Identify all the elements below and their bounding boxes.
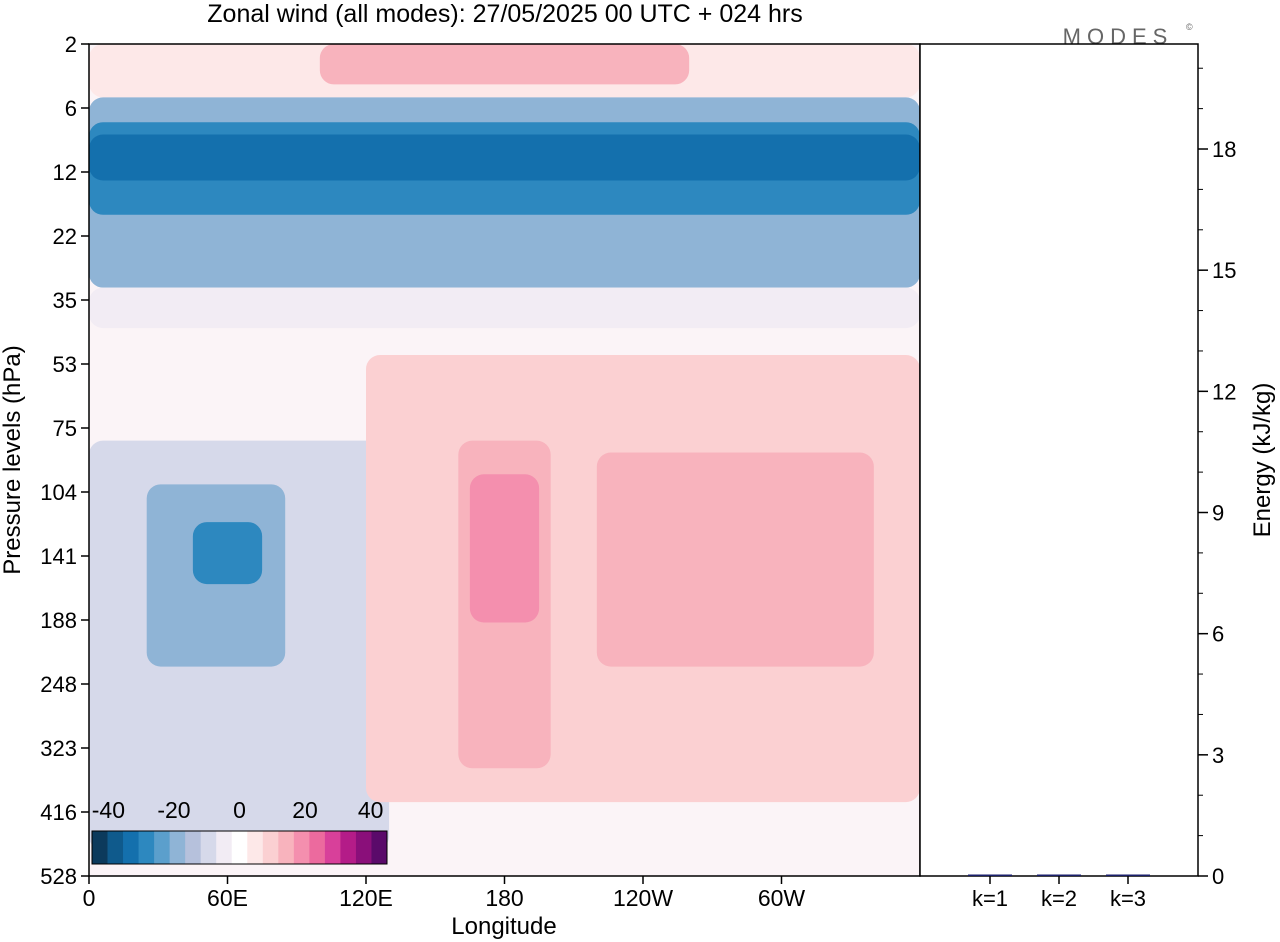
contour-region <box>192 522 263 585</box>
colorbar-label: 40 <box>358 797 384 823</box>
energy-category-label: k=3 <box>1110 886 1146 911</box>
colorbar-swatch <box>278 831 295 864</box>
contour-region <box>89 287 920 329</box>
x-tick-label: 180 <box>485 885 523 911</box>
colorbar-frame <box>91 830 388 865</box>
x-tick-label: 0 <box>83 885 96 911</box>
y-tick-label: 188 <box>40 608 77 633</box>
heatmap-plot: 0 60E 120E 180 120W 60W 2 6 12 22 35 53 75 104 141 188… <box>0 32 921 940</box>
x-tick-label: 60E <box>207 885 248 911</box>
y-tick-label: 323 <box>40 736 77 761</box>
colorbar-swatch <box>123 831 139 864</box>
energy-tick-label: 9 <box>1212 501 1224 526</box>
y-axis-label: Pressure levels (hPa) <box>0 345 26 574</box>
y-tick-label: 416 <box>40 800 77 825</box>
contour-region <box>596 452 874 667</box>
colorbar-swatch <box>185 831 202 864</box>
colorbar-label: -20 <box>157 797 190 823</box>
y-tick-label: 35 <box>53 288 77 313</box>
colorbar-swatch <box>309 831 326 864</box>
energy-bar <box>1037 874 1081 876</box>
colorbar-swatch <box>169 831 186 864</box>
colorbar-swatch <box>262 831 279 864</box>
energy-tick-label: 3 <box>1212 743 1224 768</box>
colorbar: -40 -20 0 20 40 <box>91 797 388 865</box>
chart-title: Zonal wind (all modes): 27/05/2025 00 UT… <box>207 0 802 28</box>
y-tick-label: 6 <box>65 96 77 121</box>
y-tick-label: 528 <box>40 864 77 889</box>
energy-tick-label: 6 <box>1212 622 1224 647</box>
y-tick-label: 104 <box>40 480 77 505</box>
x-tick-label: 120E <box>339 885 393 911</box>
energy-tick-label: 12 <box>1212 379 1236 404</box>
y-tick-label: 53 <box>53 352 77 377</box>
energy-bar <box>968 874 1012 876</box>
y-tick-label: 248 <box>40 672 77 697</box>
colorbar-swatch <box>154 831 171 864</box>
contour-region <box>469 474 540 623</box>
colorbar-swatch <box>247 831 264 864</box>
y-tick-label: 22 <box>53 224 77 249</box>
x-tick-label: 60W <box>758 885 806 911</box>
copyright-mark: © <box>1186 22 1193 32</box>
colorbar-swatch <box>138 831 155 864</box>
y-tick-label: 12 <box>53 160 77 185</box>
colorbar-swatch <box>371 831 388 864</box>
energy-frame <box>919 43 1199 877</box>
contour-region <box>89 134 920 181</box>
energy-category-label: k=1 <box>972 886 1008 911</box>
energy-tick-label: 0 <box>1212 864 1224 889</box>
energy-panel: k=1 k=2 k=3 0 3 6 9 12 15 18 Energy (kJ/kg) <box>919 43 1276 911</box>
y-tick-label: 75 <box>53 416 77 441</box>
x-axis-label: Longitude <box>451 913 556 940</box>
colorbar-swatch <box>200 831 217 864</box>
colorbar-swatch <box>231 831 248 864</box>
colorbar-swatch <box>92 831 108 864</box>
colorbar-swatch <box>293 831 310 864</box>
colorbar-swatch <box>324 831 341 864</box>
energy-bar <box>1106 874 1150 876</box>
y-tick-label: 2 <box>65 32 77 57</box>
energy-axis-label: Energy (kJ/kg) <box>1249 383 1276 538</box>
colorbar-label: -40 <box>92 797 125 823</box>
colorbar-swatch <box>107 831 124 864</box>
colorbar-swatch <box>355 831 372 864</box>
x-tick-label: 120W <box>613 885 673 911</box>
colorbar-swatch <box>340 831 357 864</box>
colorbar-label: 0 <box>233 797 246 823</box>
energy-tick-label: 15 <box>1212 258 1236 283</box>
energy-tick-label: 18 <box>1212 137 1236 162</box>
colorbar-label: 20 <box>292 797 318 823</box>
energy-category-label: k=2 <box>1041 886 1077 911</box>
contour-region <box>319 44 690 85</box>
y-tick-label: 141 <box>40 544 77 569</box>
colorbar-swatch <box>216 831 233 864</box>
